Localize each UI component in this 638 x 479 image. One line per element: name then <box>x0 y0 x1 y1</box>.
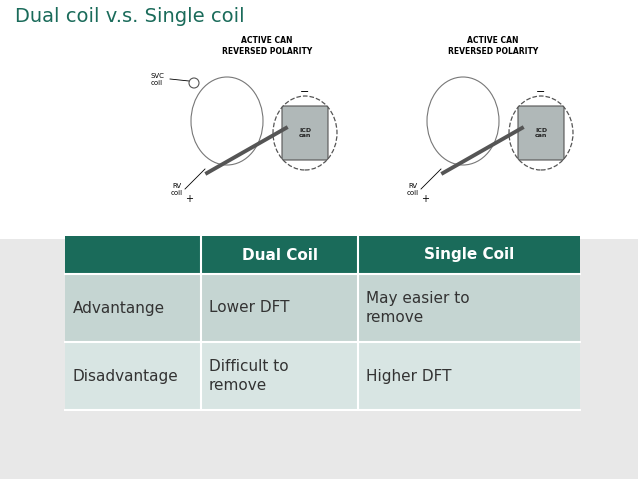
Text: RV
coil: RV coil <box>407 182 419 195</box>
Bar <box>65 342 201 410</box>
Text: Lower DFT: Lower DFT <box>209 300 290 316</box>
Text: RV
coil: RV coil <box>171 182 183 195</box>
Text: May easier to
remove: May easier to remove <box>366 291 470 325</box>
Text: Dual coil v.s. Single coil: Dual coil v.s. Single coil <box>15 7 244 26</box>
Text: −: − <box>300 87 309 97</box>
Bar <box>358 342 580 410</box>
Text: ACTIVE CAN
REVERSED POLARITY: ACTIVE CAN REVERSED POLARITY <box>448 36 538 56</box>
Text: ICD
can: ICD can <box>299 127 311 138</box>
FancyBboxPatch shape <box>518 106 564 160</box>
Text: Disadvantage: Disadvantage <box>73 368 179 384</box>
Bar <box>0 0 638 239</box>
Text: +: + <box>185 194 193 204</box>
Text: −: − <box>537 87 545 97</box>
Text: ICD
can: ICD can <box>535 127 547 138</box>
Text: Difficult to
remove: Difficult to remove <box>209 359 288 393</box>
Text: SVC
coil: SVC coil <box>150 72 164 85</box>
Text: Advantange: Advantange <box>73 300 165 316</box>
Text: ACTIVE CAN
REVERSED POLARITY: ACTIVE CAN REVERSED POLARITY <box>222 36 312 56</box>
Bar <box>201 274 358 342</box>
Ellipse shape <box>427 77 499 165</box>
FancyBboxPatch shape <box>282 106 328 160</box>
Text: Dual Coil: Dual Coil <box>242 248 318 262</box>
Bar <box>0 239 638 479</box>
Bar <box>65 236 201 274</box>
Ellipse shape <box>191 77 263 165</box>
Bar <box>65 274 201 342</box>
Bar <box>358 274 580 342</box>
Text: Single Coil: Single Coil <box>424 248 514 262</box>
Bar <box>201 236 358 274</box>
Bar <box>358 236 580 274</box>
Text: Higher DFT: Higher DFT <box>366 368 452 384</box>
Text: +: + <box>421 194 429 204</box>
Bar <box>201 342 358 410</box>
